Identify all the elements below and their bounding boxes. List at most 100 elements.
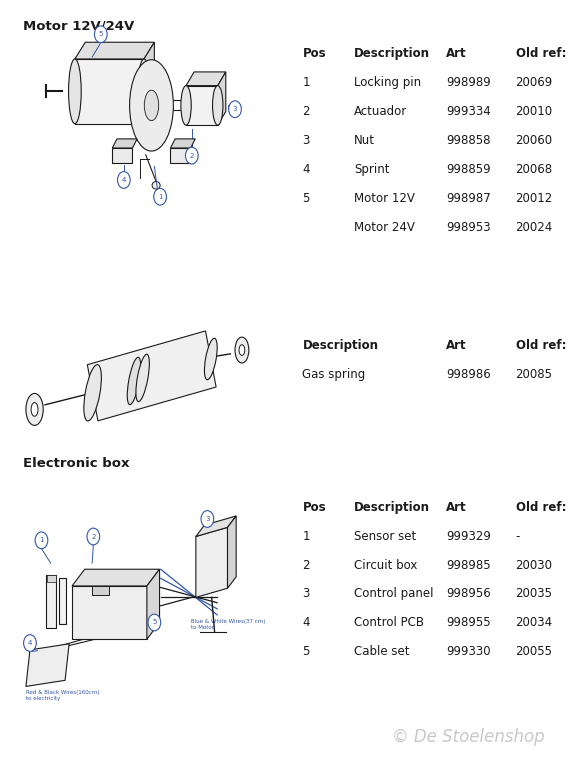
- Text: 20085: 20085: [516, 368, 552, 380]
- Text: Description: Description: [354, 47, 430, 60]
- Text: Motor 12V: Motor 12V: [354, 192, 415, 205]
- Text: 20030: 20030: [516, 559, 552, 572]
- Text: Circuit box: Circuit box: [354, 559, 418, 572]
- Text: Pos: Pos: [302, 47, 326, 60]
- Polygon shape: [75, 42, 154, 59]
- FancyBboxPatch shape: [186, 86, 218, 126]
- Text: 4: 4: [302, 163, 310, 176]
- Circle shape: [154, 189, 166, 205]
- Text: Art: Art: [446, 501, 467, 514]
- Text: Actuador: Actuador: [354, 105, 407, 118]
- Text: 3: 3: [205, 516, 210, 522]
- Circle shape: [185, 148, 198, 164]
- Text: 2: 2: [91, 533, 96, 540]
- Text: 3: 3: [302, 587, 310, 600]
- Text: 4: 4: [302, 616, 310, 629]
- Text: -: -: [516, 530, 520, 543]
- Bar: [47, 575, 56, 582]
- Polygon shape: [170, 139, 195, 148]
- Text: Electronic box: Electronic box: [23, 457, 130, 470]
- Ellipse shape: [138, 59, 150, 123]
- Text: Cable set: Cable set: [354, 645, 410, 658]
- Text: Locking pin: Locking pin: [354, 76, 422, 89]
- Circle shape: [94, 26, 107, 43]
- Polygon shape: [218, 72, 226, 126]
- Text: 998955: 998955: [446, 616, 491, 629]
- Polygon shape: [170, 148, 191, 164]
- Ellipse shape: [84, 365, 101, 421]
- Text: Motor 12V/24V: Motor 12V/24V: [23, 19, 134, 32]
- Text: 5: 5: [152, 619, 157, 626]
- Ellipse shape: [136, 354, 149, 402]
- Text: Pos: Pos: [302, 501, 326, 514]
- Ellipse shape: [144, 90, 158, 121]
- Text: 20055: 20055: [516, 645, 552, 658]
- Text: 4: 4: [122, 177, 126, 183]
- FancyBboxPatch shape: [72, 586, 147, 639]
- Text: 998953: 998953: [446, 221, 491, 234]
- Text: 998985: 998985: [446, 559, 491, 572]
- Bar: [59, 578, 66, 624]
- Text: 3: 3: [233, 107, 237, 112]
- Polygon shape: [112, 139, 137, 148]
- Text: 20068: 20068: [516, 163, 552, 176]
- Text: Art: Art: [446, 339, 467, 352]
- Ellipse shape: [204, 338, 217, 380]
- Text: 3: 3: [302, 134, 310, 147]
- Ellipse shape: [130, 59, 173, 151]
- Text: Old ref:: Old ref:: [516, 339, 566, 352]
- Text: 20010: 20010: [516, 105, 552, 118]
- Polygon shape: [147, 569, 160, 639]
- Text: Sprint: Sprint: [354, 163, 390, 176]
- Text: 5: 5: [302, 645, 310, 658]
- Circle shape: [118, 172, 130, 189]
- Text: Nut: Nut: [354, 134, 375, 147]
- Text: Motor 24V: Motor 24V: [354, 221, 415, 234]
- Polygon shape: [186, 72, 226, 86]
- Polygon shape: [72, 569, 160, 586]
- Text: 999329: 999329: [446, 530, 491, 543]
- FancyBboxPatch shape: [92, 586, 109, 595]
- Polygon shape: [88, 331, 216, 421]
- Circle shape: [35, 532, 48, 549]
- Ellipse shape: [239, 345, 245, 355]
- Ellipse shape: [213, 86, 223, 125]
- Text: 999334: 999334: [446, 105, 491, 118]
- Circle shape: [87, 528, 100, 545]
- Text: 998987: 998987: [446, 192, 491, 205]
- Ellipse shape: [181, 86, 191, 125]
- Polygon shape: [144, 42, 154, 123]
- Text: 2: 2: [190, 153, 194, 158]
- Text: Sensor set: Sensor set: [354, 530, 416, 543]
- Text: 20035: 20035: [516, 587, 552, 600]
- Text: 1: 1: [158, 194, 162, 199]
- Ellipse shape: [127, 357, 141, 405]
- Polygon shape: [26, 644, 69, 686]
- Text: Old ref:: Old ref:: [516, 501, 566, 514]
- Circle shape: [201, 511, 214, 527]
- Text: 998859: 998859: [446, 163, 491, 176]
- Polygon shape: [228, 516, 236, 588]
- Ellipse shape: [26, 393, 43, 425]
- Circle shape: [24, 635, 36, 651]
- Polygon shape: [196, 527, 228, 597]
- Text: 998989: 998989: [446, 76, 491, 89]
- Text: 4: 4: [28, 640, 32, 646]
- Text: Gas spring: Gas spring: [302, 368, 366, 380]
- Text: 998858: 998858: [446, 134, 491, 147]
- Text: 998986: 998986: [446, 368, 491, 380]
- Text: Description: Description: [302, 339, 378, 352]
- Text: Blue & White Wires(37 cm)
to Motor: Blue & White Wires(37 cm) to Motor: [191, 619, 266, 630]
- Text: Art: Art: [446, 47, 467, 60]
- Text: Control PCB: Control PCB: [354, 616, 425, 629]
- Text: 20069: 20069: [516, 76, 553, 89]
- Text: 20060: 20060: [516, 134, 552, 147]
- Ellipse shape: [235, 337, 249, 363]
- Text: 1: 1: [302, 530, 310, 543]
- Text: 20034: 20034: [516, 616, 552, 629]
- FancyBboxPatch shape: [75, 59, 144, 123]
- Text: 1: 1: [302, 76, 310, 89]
- Text: 998956: 998956: [446, 587, 491, 600]
- Text: Red & Black Wires(160cm)
to electricity: Red & Black Wires(160cm) to electricity: [26, 690, 99, 701]
- Text: 999330: 999330: [446, 645, 491, 658]
